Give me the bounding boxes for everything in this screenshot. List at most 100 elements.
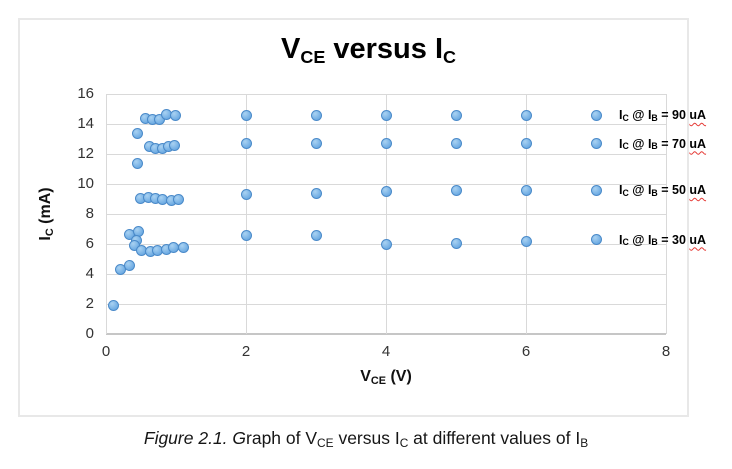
- x-tick-label: 8: [661, 343, 671, 360]
- data-point: [240, 109, 252, 121]
- series-label-text: I: [619, 108, 623, 122]
- x-axis-line: [106, 333, 666, 335]
- series-label-text: = 70: [657, 136, 690, 151]
- series-label: IC @ IB = 30 uA: [619, 232, 707, 248]
- x-axis-title-sub: CE: [370, 374, 386, 387]
- series-label-text: C: [622, 112, 629, 123]
- series-label-text: I: [619, 183, 623, 197]
- data-point: [590, 138, 602, 149]
- data-point: [132, 128, 143, 140]
- y-tick-label: 12: [77, 145, 94, 162]
- data-point: [310, 109, 322, 121]
- series-label-text: @ I: [628, 232, 652, 247]
- data-point: [169, 109, 181, 121]
- y-tick-label: 6: [85, 235, 94, 252]
- series-label-text: B: [651, 187, 658, 198]
- data-point: [450, 138, 462, 149]
- chart-title-sub-c: C: [443, 47, 456, 68]
- caption-text-2: versus I: [333, 428, 400, 448]
- data-point: [124, 259, 136, 271]
- series-label-unit: uA: [689, 108, 707, 122]
- data-point: [310, 230, 322, 242]
- series-label-text: @ I: [628, 183, 652, 197]
- series-label-text: = 50: [657, 183, 690, 197]
- series-label-text: = 30: [657, 232, 690, 247]
- data-point: [380, 138, 392, 149]
- series-label-text: C: [622, 141, 629, 152]
- chart-title-main: V: [281, 33, 301, 65]
- gridline-vertical: [245, 94, 247, 334]
- chart-title-sub-ce: CE: [300, 47, 326, 68]
- series-label-text: B: [651, 112, 658, 123]
- data-point: [590, 109, 602, 121]
- series-label-text: I: [619, 232, 623, 247]
- data-point: [177, 241, 189, 253]
- series-label-text: I: [619, 136, 623, 151]
- caption-sub-ib: B: [580, 435, 589, 450]
- x-axis-title-rest: (V): [386, 368, 412, 385]
- data-point: [590, 184, 602, 196]
- gridline-vertical: [385, 94, 387, 334]
- data-point: [520, 109, 532, 121]
- caption-sub-ic: C: [399, 435, 409, 450]
- x-tick-label: 2: [241, 343, 251, 360]
- x-tick-label: 0: [101, 343, 111, 360]
- data-point: [132, 158, 143, 170]
- caption-figure-number: Figure 2.1. G: [143, 428, 247, 448]
- data-point: [520, 138, 532, 149]
- y-tick-label: 2: [85, 295, 94, 312]
- plot-area: 0 2 4 6 8 0 2 4 6 8 10 12 14 16 IC @ IB = 90 uA IC @ IB…: [77, 85, 706, 360]
- series-label-unit: uA: [689, 136, 707, 151]
- y-tick-label: 16: [77, 85, 94, 102]
- data-point: [590, 234, 602, 245]
- data-point: [450, 109, 462, 121]
- data-point: [169, 139, 181, 151]
- series-label-text: C: [622, 187, 629, 198]
- data-point: [450, 237, 462, 249]
- x-axis-title-main: V: [360, 368, 371, 385]
- data-point: [240, 189, 252, 200]
- series-label-text: C: [622, 237, 629, 248]
- chart-title: VCE versus IC: [20, 33, 687, 68]
- series-label: IC @ IB = 50 uA: [619, 183, 707, 198]
- data-point: [240, 230, 252, 242]
- data-point: [380, 239, 392, 251]
- series-label-unit: uA: [689, 232, 707, 247]
- data-point: [380, 109, 392, 121]
- data-point: [240, 138, 252, 149]
- y-tick-label: 4: [85, 265, 94, 282]
- series-label: IC @ IB = 70 uA: [619, 136, 707, 152]
- series-label-unit: uA: [689, 183, 707, 197]
- series-label-text: B: [651, 141, 658, 152]
- gridline-vertical: [525, 94, 527, 334]
- series-label-text: B: [651, 237, 658, 248]
- x-tick-label: 4: [381, 343, 391, 360]
- caption-sub-vce: CE: [317, 435, 334, 450]
- y-tick-label: 8: [85, 205, 94, 222]
- series-label-text: @ I: [628, 136, 652, 151]
- chart-container: VCE versus IC IC (mA) 0 2 4 6 8 0 2 4 6 8 10 12 14 16…: [18, 18, 706, 417]
- data-point: [450, 185, 462, 197]
- chart-title-mid: versus I: [325, 33, 443, 65]
- y-tick-label: 14: [77, 115, 94, 132]
- data-point: [172, 194, 184, 206]
- data-point: [108, 300, 120, 311]
- series-label-text: @ I: [628, 108, 652, 122]
- gridline-vertical: [665, 94, 667, 334]
- x-axis-title: VCE (V): [106, 368, 666, 387]
- data-point: [310, 138, 322, 149]
- data-point: [520, 184, 532, 196]
- x-tick-label: 6: [521, 343, 531, 360]
- caption-text-1: raph of V: [246, 428, 318, 448]
- y-tick-label: 10: [77, 175, 94, 192]
- series-label: IC @ IB = 90 uA: [619, 108, 707, 123]
- series-label-text: = 90: [657, 108, 690, 122]
- caption-text-3: at different values of I: [408, 428, 581, 448]
- gridline-vertical: [105, 94, 107, 334]
- data-point: [380, 186, 392, 197]
- data-point: [310, 187, 322, 199]
- data-point: [520, 235, 532, 247]
- y-tick-label: 0: [85, 325, 94, 342]
- figure-caption: Figure 2.1. Graph of VCE versus IC at di…: [0, 428, 732, 450]
